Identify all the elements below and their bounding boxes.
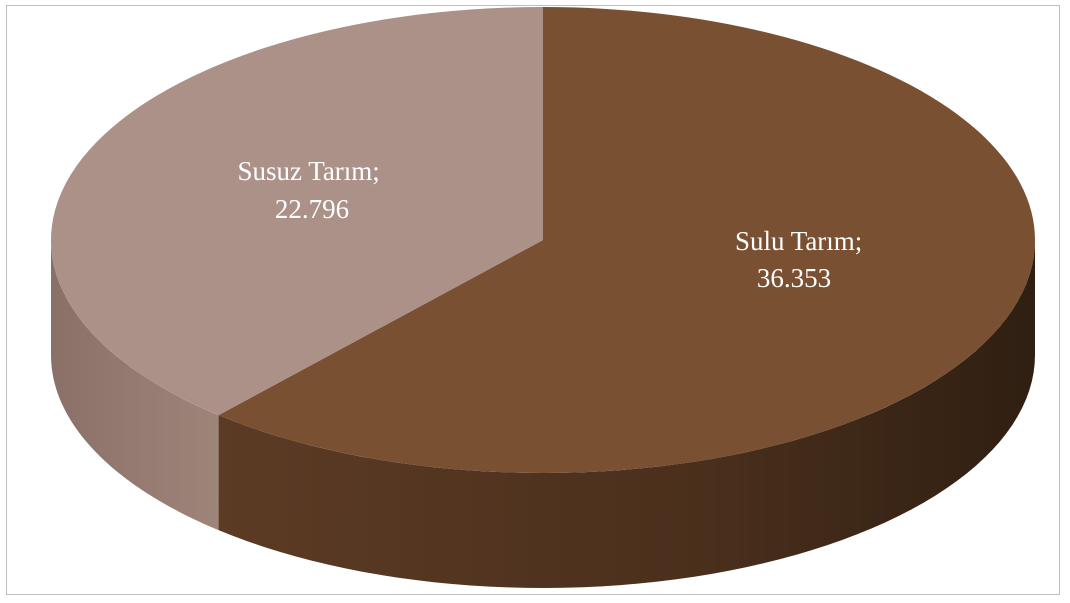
slice-label-sulu-tarim: Sulu Tarım; 36.353 — [735, 226, 869, 293]
pie-slice-sulu-tarim — [218, 7, 1036, 473]
slice-label-susuz-tarim-value: 22.796 — [275, 194, 349, 224]
pie-side-sulu-tarim — [218, 240, 1035, 588]
pie-slice-susuz-tarim — [51, 7, 544, 416]
slice-label-susuz-tarim: Susuz Tarım; 22.796 — [237, 156, 386, 224]
slice-label-sulu-tarim-name: Sulu Tarım; — [735, 226, 862, 256]
slice-label-sulu-tarim-value: 36.353 — [757, 263, 831, 293]
slice-label-susuz-tarim-name: Susuz Tarım; — [237, 156, 379, 186]
pie-side-susuz-tarim — [51, 240, 219, 531]
